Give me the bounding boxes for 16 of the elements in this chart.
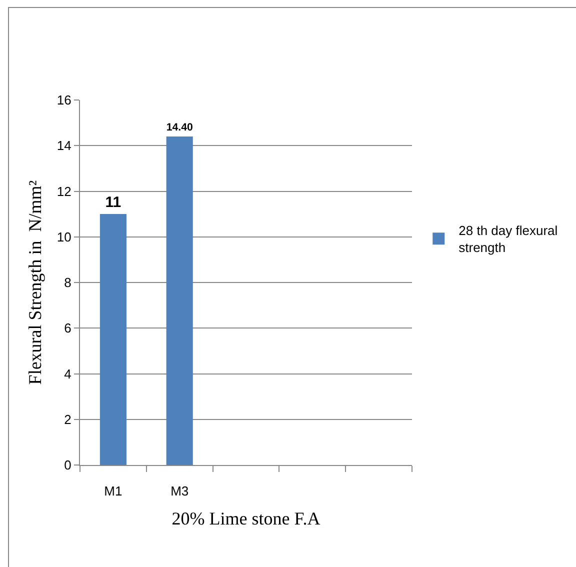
legend-label: 28 th day flexural strength	[458, 223, 558, 256]
y-tick-label: 6	[64, 320, 72, 336]
x-tick-label: M3	[170, 484, 189, 499]
y-tick-label: 2	[64, 412, 72, 427]
y-tick-label: 0	[64, 458, 72, 473]
data-label: 11	[105, 194, 122, 212]
y-tick-label: 14	[56, 138, 72, 154]
y-tick-label: 16	[56, 92, 72, 108]
y-axis-title: Flexural Strength in N/mm²	[25, 180, 46, 385]
data-label: 14.40	[166, 122, 193, 134]
y-tick-label: 4	[64, 366, 72, 382]
x-axis-title: 20% Lime stone F.A	[172, 508, 320, 529]
y-tick-label: 10	[56, 229, 72, 244]
y-tick-label: 12	[56, 184, 72, 199]
x-tick-label: M1	[104, 484, 122, 499]
y-tick-label: 8	[64, 275, 72, 290]
